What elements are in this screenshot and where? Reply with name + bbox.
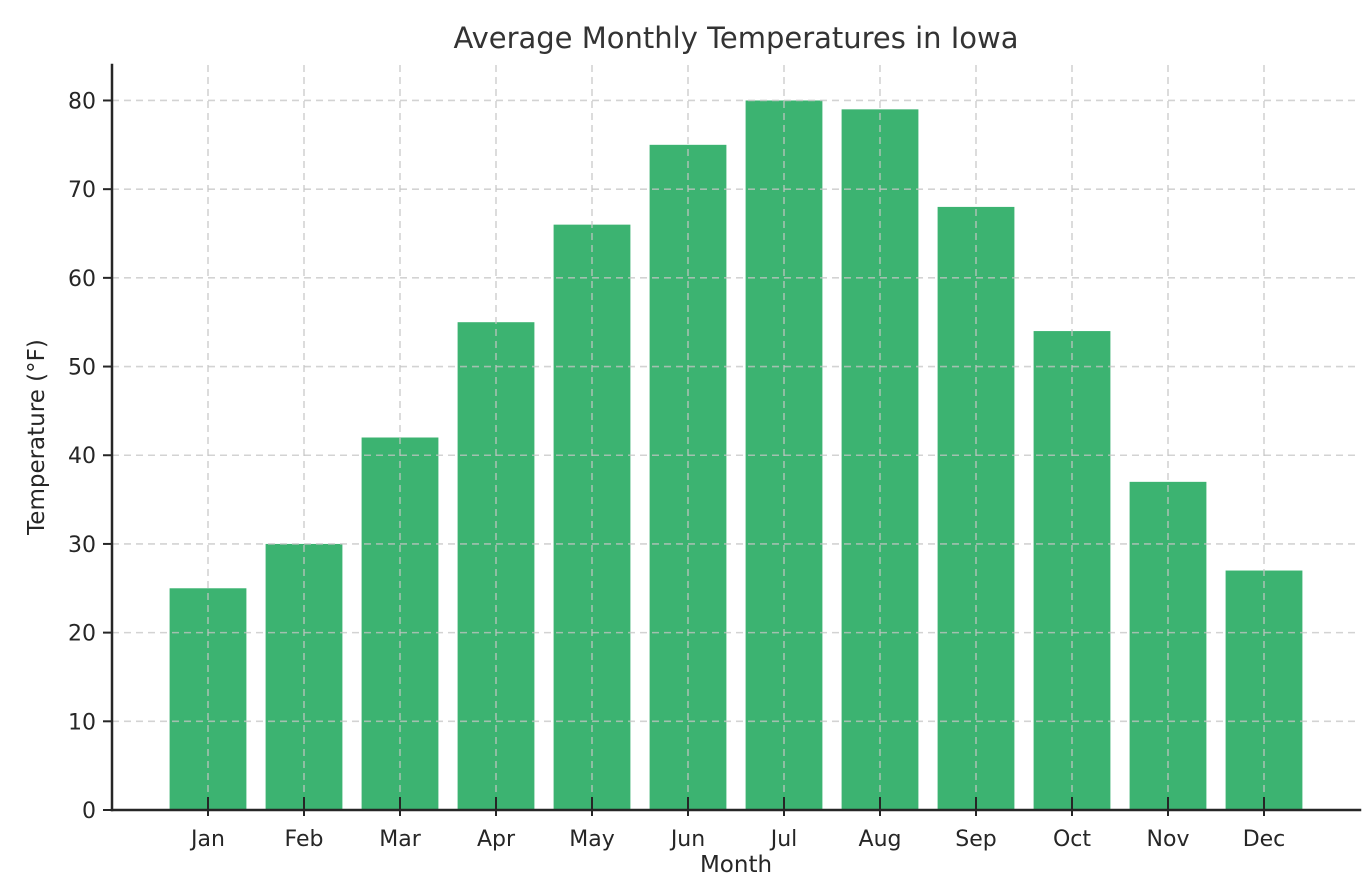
tick-labels: 0 10 20 30 40 50 60 70 80 Jan Feb Mar Apr May Jun Jul Au… (68, 89, 1285, 852)
bar-may (553, 224, 631, 811)
x-tick-label: May (569, 827, 614, 852)
x-tick-label: Oct (1053, 827, 1091, 852)
x-tick-label: Jul (769, 827, 798, 852)
x-tick-label: Nov (1147, 827, 1190, 852)
y-tick-label: 30 (68, 533, 96, 558)
y-tick-label: 20 (68, 622, 96, 647)
x-tick-label: Feb (285, 827, 324, 852)
x-tick-label: Jan (189, 827, 225, 852)
x-tick-label: Jun (669, 827, 705, 852)
y-tick-label: 10 (68, 710, 96, 735)
x-tick-label: Aug (859, 827, 902, 852)
y-tick-label: 40 (68, 444, 96, 469)
gridlines (112, 65, 1360, 810)
x-tick-label: Dec (1243, 827, 1286, 852)
y-tick-label: 80 (68, 89, 96, 114)
y-tick-label: 70 (68, 178, 96, 203)
y-tick-label: 60 (68, 267, 96, 292)
x-tick-label: Sep (955, 827, 996, 852)
y-axis-label: Temperature (°F) (24, 339, 50, 536)
chart-title: Average Monthly Temperatures in Iowa (453, 21, 1018, 55)
x-tick-label: Mar (379, 827, 421, 852)
y-tick-label: 0 (82, 799, 96, 824)
x-tick-label: Apr (477, 827, 516, 852)
tick-marks (103, 99, 1265, 816)
x-axis-label: Month (700, 852, 772, 878)
y-tick-label: 50 (68, 356, 96, 381)
